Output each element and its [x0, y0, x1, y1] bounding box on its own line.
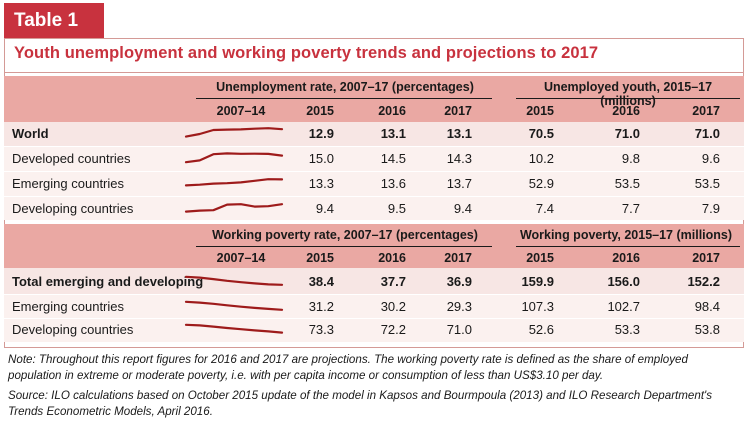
cell-poverty-2016: 53.3	[614, 322, 640, 337]
row-divider	[4, 196, 744, 197]
trend-sparkline	[184, 323, 284, 334]
group-underline	[196, 98, 492, 99]
cell-youth-2015: 70.5	[528, 126, 554, 141]
section1-group-unemployment-rate: Unemployment rate, 2007–17 (percentages)	[216, 80, 474, 94]
row-divider	[4, 171, 744, 172]
table-title: Youth unemployment and working poverty t…	[14, 44, 599, 62]
title-divider	[4, 72, 744, 73]
cell-rate-2015: 31.2	[308, 299, 334, 314]
cell-rate-2016: 13.6	[380, 176, 406, 191]
trend-sparkline	[184, 203, 284, 213]
cell-youth-2015: 7.4	[535, 201, 554, 216]
section1-rows-band	[4, 146, 744, 220]
section1-trend-header: 2007–14	[216, 104, 266, 118]
row-label: Emerging countries	[12, 176, 124, 191]
cell-rate-2015: 13.3	[308, 176, 334, 191]
section1-col-2015b: 2015	[526, 104, 554, 118]
section1-header-band	[4, 76, 744, 122]
row-divider	[4, 318, 744, 319]
row-label: Total emerging and developing	[12, 274, 204, 289]
trend-sparkline	[184, 178, 284, 187]
cell-rate-2016: 37.7	[380, 274, 406, 289]
trend-sparkline	[184, 300, 284, 311]
section2-col-2015: 2015	[306, 251, 334, 265]
section2-col-2017b: 2017	[692, 251, 720, 265]
row-label: Developed countries	[12, 151, 131, 166]
cell-rate-2017: 9.4	[453, 201, 472, 216]
section1-world-band	[4, 122, 744, 146]
section2-trend-header: 2007–14	[216, 251, 266, 265]
cell-poverty-2015: 107.3	[521, 299, 554, 314]
cell-rate-2016: 14.5	[380, 151, 406, 166]
table-source: Source: ILO calculations based on Octobe…	[8, 389, 713, 418]
cell-rate-2015: 9.4	[315, 201, 334, 216]
trend-sparkline	[184, 275, 284, 286]
cell-poverty-2017: 98.4	[694, 299, 720, 314]
trend-sparkline	[184, 127, 284, 138]
row-label: Developing countries	[12, 322, 134, 337]
cell-youth-2015: 52.9	[528, 176, 554, 191]
cell-poverty-2015: 52.6	[528, 322, 554, 337]
section2-col-2015b: 2015	[526, 251, 554, 265]
cell-rate-2016: 30.2	[380, 299, 406, 314]
cell-poverty-2016: 102.7	[607, 299, 640, 314]
row-label: Developing countries	[12, 201, 134, 216]
section1-col-2017b: 2017	[692, 104, 720, 118]
section2-col-2016b: 2016	[612, 251, 640, 265]
section1-col-2015: 2015	[306, 104, 334, 118]
cell-youth-2015: 10.2	[528, 151, 554, 166]
section2-group-working-poverty: Working poverty, 2015–17 (millions)	[519, 228, 733, 242]
cell-poverty-2017: 53.8	[694, 322, 720, 337]
cell-rate-2016: 72.2	[380, 322, 406, 337]
cell-youth-2017: 9.6	[701, 151, 720, 166]
section2-total-band	[4, 268, 744, 294]
cell-poverty-2017: 152.2	[687, 274, 720, 289]
cell-youth-2017: 7.9	[701, 201, 720, 216]
cell-poverty-2015: 159.9	[521, 274, 554, 289]
section2-col-2017: 2017	[444, 251, 472, 265]
cell-youth-2016: 71.0	[614, 126, 640, 141]
row-label: World	[12, 126, 49, 141]
group-underline	[516, 246, 740, 247]
cell-poverty-2016: 156.0	[607, 274, 640, 289]
section2-col-2016: 2016	[378, 251, 406, 265]
section1-group-unemployed-youth: Unemployed youth, 2015–17 (millions)	[543, 80, 713, 108]
table-tag: Table 1	[4, 3, 104, 39]
section1-col-2017: 2017	[444, 104, 472, 118]
cell-rate-2016: 13.1	[380, 126, 406, 141]
table-note: Note: Throughout this report figures for…	[8, 353, 688, 382]
cell-rate-2017: 36.9	[446, 274, 472, 289]
cell-rate-2017: 71.0	[446, 322, 472, 337]
cell-rate-2017: 13.7	[446, 176, 472, 191]
cell-youth-2017: 53.5	[694, 176, 720, 191]
cell-youth-2016: 9.8	[621, 151, 640, 166]
cell-youth-2016: 53.5	[614, 176, 640, 191]
trend-sparkline	[184, 152, 284, 164]
cell-rate-2017: 13.1	[446, 126, 472, 141]
cell-rate-2017: 29.3	[446, 299, 472, 314]
cell-youth-2016: 7.7	[621, 201, 640, 216]
section1-col-2016b: 2016	[612, 104, 640, 118]
cell-rate-2016: 9.5	[387, 201, 406, 216]
row-divider	[4, 146, 744, 147]
cell-rate-2015: 73.3	[308, 322, 334, 337]
cell-rate-2015: 15.0	[308, 151, 334, 166]
group-underline	[196, 246, 492, 247]
section1-col-2016: 2016	[378, 104, 406, 118]
row-divider	[4, 294, 744, 295]
cell-rate-2015: 12.9	[308, 126, 334, 141]
cell-rate-2015: 38.4	[308, 274, 334, 289]
cell-rate-2017: 14.3	[446, 151, 472, 166]
group-underline	[516, 98, 740, 99]
row-label: Emerging countries	[12, 299, 124, 314]
cell-youth-2017: 71.0	[694, 126, 720, 141]
section2-group-working-poverty-rate: Working poverty rate, 2007–17 (percentag…	[212, 228, 478, 242]
